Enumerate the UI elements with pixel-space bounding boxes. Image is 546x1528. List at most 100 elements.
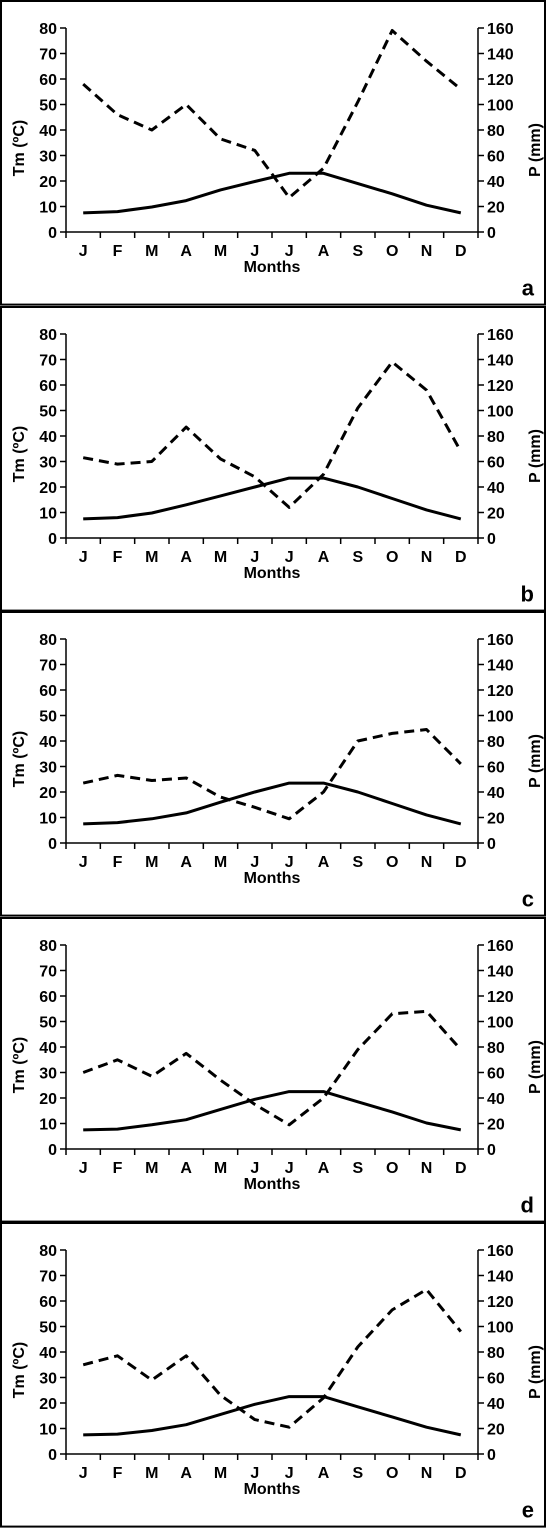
left-y-tick-label: 0 bbox=[48, 531, 57, 548]
right-y-tick-label: 20 bbox=[487, 1116, 505, 1133]
left-y-axis-title: Tm (ºC) bbox=[11, 425, 28, 481]
left-y-tick-label: 80 bbox=[39, 1243, 57, 1260]
x-tick-label: J bbox=[250, 854, 259, 871]
temperature-line bbox=[83, 476, 462, 520]
left-y-tick-label: 70 bbox=[39, 352, 57, 369]
left-y-tick-label: 30 bbox=[39, 148, 57, 165]
panel-label: d bbox=[521, 1192, 534, 1217]
x-tick-label: M bbox=[214, 549, 227, 566]
x-axis-title: Months bbox=[244, 1481, 301, 1498]
right-y-tick-label: 0 bbox=[487, 225, 496, 242]
right-y-tick-label: 160 bbox=[487, 21, 514, 38]
right-y-tick-label: 80 bbox=[487, 734, 505, 751]
chart-panel-e: 0 10 20 30 40 50 60 70 80 0 20 40 60 80 100 120 140 160 J F… bbox=[0, 1222, 546, 1528]
right-y-tick-label: 100 bbox=[487, 1320, 514, 1337]
x-tick-label: J bbox=[250, 1465, 259, 1482]
right-y-tick-label: 120 bbox=[487, 989, 514, 1006]
right-y-tick-label: 20 bbox=[487, 1422, 505, 1439]
left-y-tick-label: 40 bbox=[39, 1345, 57, 1362]
right-y-tick-label: 100 bbox=[487, 97, 514, 114]
x-tick-label: J bbox=[285, 243, 294, 260]
x-tick-label: J bbox=[79, 1465, 88, 1482]
x-tick-label: A bbox=[318, 549, 330, 566]
x-tick-label: S bbox=[352, 854, 363, 871]
x-tick-label: J bbox=[285, 549, 294, 566]
x-axis-title: Months bbox=[244, 565, 301, 582]
x-tick-label: A bbox=[180, 1160, 192, 1177]
left-y-tick-label: 70 bbox=[39, 1269, 57, 1286]
right-y-tick-label: 120 bbox=[487, 683, 514, 700]
x-tick-label: D bbox=[455, 1160, 467, 1177]
right-y-tick-label: 160 bbox=[487, 1243, 514, 1260]
x-tick-label: A bbox=[318, 1465, 330, 1482]
left-y-tick-label: 0 bbox=[48, 225, 57, 242]
right-y-tick-label: 140 bbox=[487, 658, 514, 675]
x-tick-label: A bbox=[318, 1160, 330, 1177]
x-tick-label: N bbox=[421, 243, 433, 260]
left-y-tick-label: 60 bbox=[39, 989, 57, 1006]
temperature-line bbox=[83, 171, 462, 215]
right-y-tick-label: 20 bbox=[487, 811, 505, 828]
panel-label: c bbox=[522, 887, 534, 912]
panel-frame bbox=[0, 0, 546, 306]
left-y-tick-label: 60 bbox=[39, 72, 57, 89]
right-y-axis-title: P (mm) bbox=[527, 429, 544, 483]
x-tick-label: F bbox=[113, 854, 123, 871]
panel-frame bbox=[0, 305, 546, 612]
x-tick-label: O bbox=[386, 854, 398, 871]
panel-label: b bbox=[521, 581, 534, 606]
left-y-tick-label: 30 bbox=[39, 1371, 57, 1388]
right-y-tick-label: 100 bbox=[487, 709, 514, 726]
x-tick-label: N bbox=[421, 854, 433, 871]
x-tick-label: N bbox=[421, 549, 433, 566]
left-y-tick-label: 50 bbox=[39, 1320, 57, 1337]
x-tick-label: J bbox=[79, 1160, 88, 1177]
left-y-tick-label: 40 bbox=[39, 429, 57, 446]
right-y-tick-label: 80 bbox=[487, 1345, 505, 1362]
x-tick-label: A bbox=[318, 854, 330, 871]
panel-frame bbox=[0, 916, 546, 1223]
left-y-tick-label: 20 bbox=[39, 785, 57, 802]
left-y-tick-label: 0 bbox=[48, 836, 57, 853]
right-y-tick-label: 60 bbox=[487, 1065, 505, 1082]
x-tick-label: M bbox=[145, 854, 158, 871]
x-tick-label: F bbox=[113, 549, 123, 566]
x-axis-title: Months bbox=[244, 1176, 301, 1193]
x-tick-label: J bbox=[285, 854, 294, 871]
x-tick-label: M bbox=[145, 1160, 158, 1177]
right-y-tick-label: 120 bbox=[487, 72, 514, 89]
right-y-tick-label: 120 bbox=[487, 378, 514, 395]
precipitation-line bbox=[82, 728, 462, 821]
right-y-tick-label: 80 bbox=[487, 429, 505, 446]
left-y-tick-label: 10 bbox=[39, 505, 57, 522]
left-y-tick-label: 40 bbox=[39, 123, 57, 140]
right-y-tick-label: 60 bbox=[487, 1371, 505, 1388]
right-y-tick-label: 80 bbox=[487, 123, 505, 140]
left-y-tick-label: 50 bbox=[39, 97, 57, 114]
left-y-tick-label: 20 bbox=[39, 1091, 57, 1108]
left-y-tick-label: 80 bbox=[39, 632, 57, 649]
right-y-tick-label: 20 bbox=[487, 505, 505, 522]
panel-label: a bbox=[522, 276, 535, 301]
right-y-tick-label: 60 bbox=[487, 454, 505, 471]
x-tick-label: N bbox=[421, 1160, 433, 1177]
x-tick-label: N bbox=[421, 1465, 433, 1482]
right-y-tick-label: 40 bbox=[487, 174, 505, 191]
x-tick-label: O bbox=[386, 549, 398, 566]
right-y-tick-label: 0 bbox=[487, 1447, 496, 1464]
x-axis-title: Months bbox=[244, 870, 301, 887]
x-axis-title: Months bbox=[244, 259, 301, 276]
right-y-tick-label: 0 bbox=[487, 1142, 496, 1159]
x-tick-label: D bbox=[455, 854, 467, 871]
right-y-tick-label: 60 bbox=[487, 760, 505, 777]
right-y-tick-label: 40 bbox=[487, 1396, 505, 1413]
left-y-tick-label: 40 bbox=[39, 734, 57, 751]
left-y-tick-label: 50 bbox=[39, 403, 57, 420]
x-tick-label: A bbox=[180, 549, 192, 566]
right-y-tick-label: 40 bbox=[487, 1091, 505, 1108]
x-tick-label: S bbox=[352, 549, 363, 566]
right-y-tick-label: 140 bbox=[487, 46, 514, 63]
left-y-axis-title: Tm (ºC) bbox=[11, 120, 28, 176]
left-y-tick-label: 70 bbox=[39, 46, 57, 63]
left-y-tick-label: 80 bbox=[39, 21, 57, 38]
